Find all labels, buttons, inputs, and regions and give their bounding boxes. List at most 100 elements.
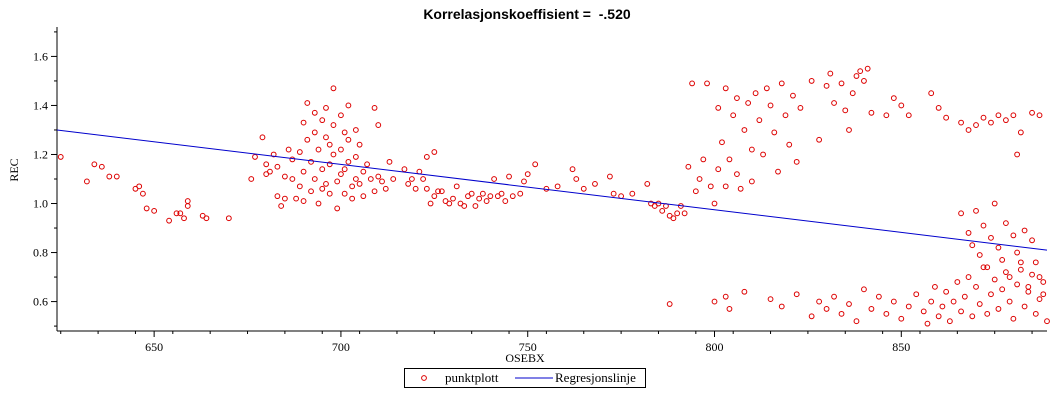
data-point (756, 117, 763, 124)
data-point (330, 85, 337, 92)
data-point (427, 200, 434, 207)
data-point (846, 127, 852, 133)
data-point (745, 100, 752, 106)
data-point (980, 264, 987, 271)
data-point (472, 203, 479, 209)
data-point (304, 100, 311, 106)
data-point (726, 306, 733, 312)
data-point (1040, 291, 1047, 298)
data-point (991, 276, 998, 283)
data-point (468, 190, 475, 197)
data-point (476, 195, 483, 202)
data-point (281, 173, 288, 180)
data-point (1010, 232, 1017, 239)
data-point (390, 176, 397, 182)
data-point (181, 215, 187, 222)
data-point (827, 70, 834, 77)
data-point (984, 310, 991, 317)
data-point (976, 252, 983, 258)
x-tick-label: 800 (706, 340, 724, 354)
data-point (816, 298, 823, 305)
data-point (338, 171, 344, 177)
data-point (980, 222, 987, 229)
data-point (797, 105, 804, 111)
data-point (644, 181, 651, 187)
data-point (999, 257, 1006, 263)
data-point (707, 183, 714, 190)
data-point (853, 73, 860, 79)
data-point (371, 105, 378, 111)
data-point (704, 80, 710, 87)
data-point (692, 188, 699, 195)
data-point (973, 283, 979, 290)
data-point (334, 205, 341, 212)
x-tick-label: 850 (892, 340, 910, 354)
data-point (252, 154, 258, 160)
data-point (838, 310, 845, 317)
data-point (857, 68, 864, 75)
data-point (1003, 220, 1009, 227)
data-point (913, 291, 920, 298)
data-point (267, 168, 273, 175)
data-point (319, 117, 326, 124)
x-axis: 650 700 750 800 850 (60, 331, 1033, 354)
data-point (719, 139, 725, 146)
data-point (356, 141, 363, 148)
data-point (786, 141, 793, 148)
data-point (136, 183, 143, 190)
data-point (184, 198, 191, 204)
data-point (352, 176, 359, 182)
data-point (905, 303, 912, 310)
data-point (969, 242, 976, 249)
data-point (842, 107, 849, 114)
data-point (748, 146, 755, 153)
data-point (438, 188, 445, 195)
data-point (670, 215, 677, 222)
data-point (259, 134, 266, 141)
data-point (274, 163, 281, 170)
y-tick-label: 1.4 (33, 98, 48, 112)
data-point (173, 210, 180, 217)
data-point (775, 168, 781, 175)
data-point (958, 210, 964, 217)
data-point (1032, 310, 1039, 317)
data-point (950, 298, 957, 305)
data-point (946, 318, 953, 325)
data-point (965, 230, 972, 236)
data-point (330, 122, 337, 128)
data-point (479, 190, 486, 197)
data-point (580, 185, 587, 192)
chart-title: Korrelasjonskoeffisient = -.520 (423, 6, 631, 22)
data-point (1017, 266, 1024, 273)
data-point (326, 141, 333, 148)
data-point (379, 178, 385, 185)
data-point (352, 154, 359, 160)
data-point (300, 168, 307, 175)
data-point (1003, 269, 1009, 276)
data-point (831, 100, 837, 106)
x-tick-label: 650 (145, 340, 163, 354)
data-point (905, 112, 912, 119)
x-tick-label: 700 (332, 340, 350, 354)
data-point (401, 166, 408, 173)
data-point (498, 190, 505, 197)
data-point (1025, 288, 1032, 295)
data-point (734, 95, 740, 101)
data-point (700, 156, 707, 163)
data-point (816, 136, 823, 143)
data-point (1044, 318, 1050, 325)
data-point (943, 114, 950, 121)
data-point (659, 207, 666, 214)
data-point (853, 318, 860, 325)
data-point (778, 303, 785, 310)
data-point (341, 166, 348, 173)
data-point (1029, 271, 1035, 278)
data-point (573, 176, 580, 182)
data-point (988, 119, 994, 126)
data-point (846, 301, 852, 307)
y-axis: 0.6 0.8 1.0 1.2 1.4 1.6 (33, 31, 57, 327)
data-point (491, 176, 497, 182)
data-point (285, 146, 292, 153)
data-point (767, 296, 774, 303)
data-point (341, 190, 348, 197)
